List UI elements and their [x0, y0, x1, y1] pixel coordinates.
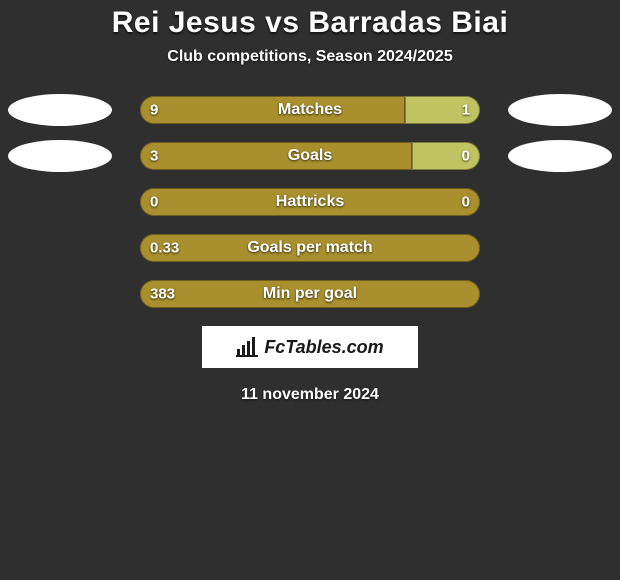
club-badge-left: [8, 94, 112, 126]
metric-rows: 9 1 Matches 3 0 Goals 0 0 Hattricks 0.33 Goals per…: [0, 96, 620, 308]
metric-value-left: 383: [140, 286, 185, 303]
metric-label: Matches: [278, 101, 342, 119]
metric-bar: 9 1 Matches: [140, 96, 480, 124]
metric-row: 383 Min per goal: [0, 280, 620, 308]
barchart-icon: [236, 337, 258, 357]
metric-value-right: 0: [452, 194, 480, 211]
page-title: Rei Jesus vs Barradas Biai: [0, 0, 620, 40]
club-badge-right: [508, 140, 612, 172]
subtitle: Club competitions, Season 2024/2025: [0, 48, 620, 66]
club-badge-left: [8, 140, 112, 172]
metric-bar: 0.33 Goals per match: [140, 234, 480, 262]
metric-bar: 0 0 Hattricks: [140, 188, 480, 216]
comparison-infographic: Rei Jesus vs Barradas Biai Club competit…: [0, 0, 620, 580]
metric-value-left: 3: [140, 148, 168, 165]
metric-bar: 3 0 Goals: [140, 142, 480, 170]
metric-label: Hattricks: [276, 193, 344, 211]
metric-label: Min per goal: [263, 285, 357, 303]
metric-row: 9 1 Matches: [0, 96, 620, 124]
metric-value-right: 0: [452, 148, 480, 165]
metric-label: Goals per match: [247, 239, 372, 257]
bar-segment-left: [140, 142, 412, 170]
metric-row: 3 0 Goals: [0, 142, 620, 170]
brand-box: FcTables.com: [202, 326, 418, 368]
metric-row: 0.33 Goals per match: [0, 234, 620, 262]
metric-label: Goals: [288, 147, 332, 165]
date-label: 11 november 2024: [0, 386, 620, 404]
metric-value-left: 0.33: [140, 240, 189, 257]
metric-bar: 383 Min per goal: [140, 280, 480, 308]
metric-value-left: 9: [140, 102, 168, 119]
metric-value-left: 0: [140, 194, 168, 211]
metric-row: 0 0 Hattricks: [0, 188, 620, 216]
metric-value-right: 1: [452, 102, 480, 119]
brand-label: FcTables.com: [264, 337, 383, 358]
bar-segment-left: [140, 96, 405, 124]
club-badge-right: [508, 94, 612, 126]
